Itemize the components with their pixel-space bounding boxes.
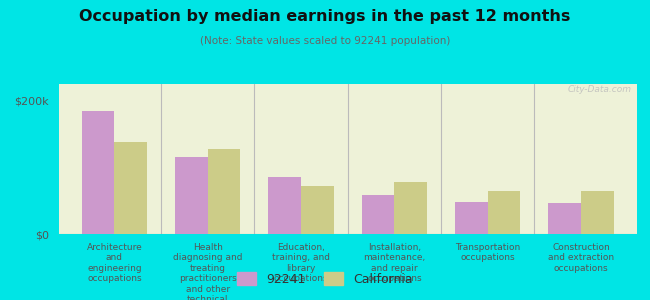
- Bar: [208, 149, 240, 234]
- Bar: [455, 202, 488, 234]
- Bar: [268, 177, 301, 234]
- Legend: 92241, California: 92241, California: [233, 267, 417, 291]
- Bar: [175, 157, 208, 234]
- Bar: [82, 111, 114, 234]
- Text: City-Data.com: City-Data.com: [567, 85, 631, 94]
- Bar: [488, 191, 521, 234]
- Bar: [114, 142, 147, 234]
- Bar: [549, 203, 581, 234]
- Bar: [362, 195, 395, 234]
- Bar: [581, 191, 614, 234]
- Text: (Note: State values scaled to 92241 population): (Note: State values scaled to 92241 popu…: [200, 36, 450, 46]
- Bar: [395, 182, 427, 234]
- Bar: [301, 186, 333, 234]
- Text: Occupation by median earnings in the past 12 months: Occupation by median earnings in the pas…: [79, 9, 571, 24]
